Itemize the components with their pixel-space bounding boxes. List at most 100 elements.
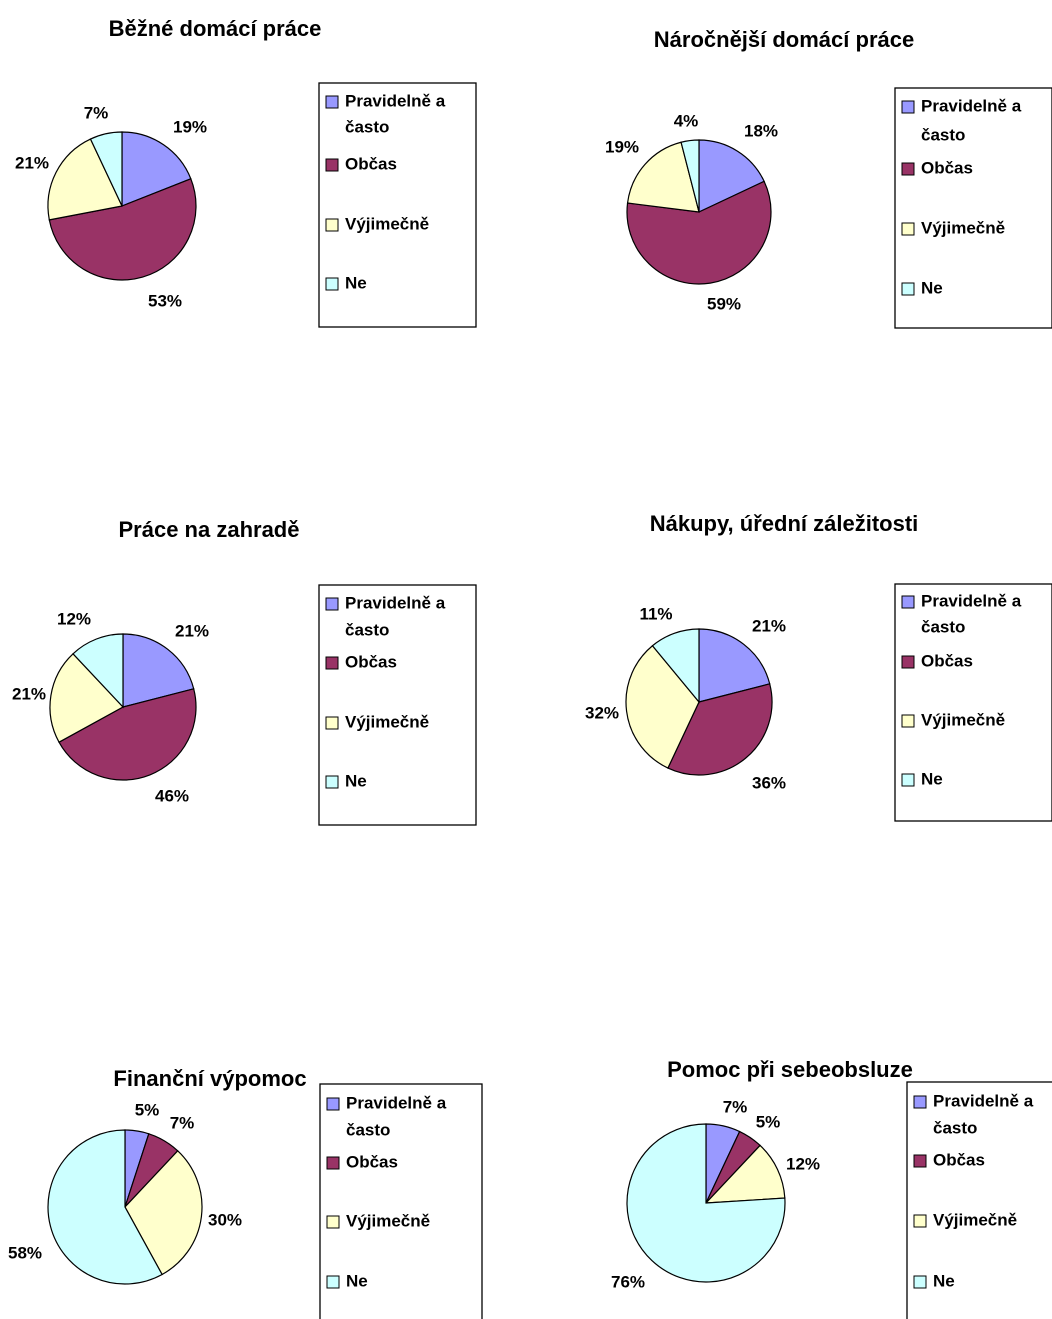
data-label: 21% <box>175 621 209 640</box>
legend-swatch <box>913 1214 927 1228</box>
legend: Pravidelně a často Občas Výjimečně Ne <box>318 584 477 826</box>
legend-label: Občas <box>921 158 973 177</box>
data-label: 7% <box>723 1097 748 1116</box>
legend-label: často <box>345 620 389 639</box>
legend-label: Občas <box>345 154 397 173</box>
legend-swatch <box>901 100 915 114</box>
legend-swatch <box>901 595 915 609</box>
legend-label: často <box>345 117 389 136</box>
pie-slice <box>626 1123 786 1283</box>
legend-label: Ne <box>345 273 367 292</box>
chart-title: Nákupy, úřední záležitosti <box>650 511 919 536</box>
legend-label: Výjimečně <box>933 1210 1017 1229</box>
pie-chart-3: Práce na zahradě 21% 46% 21% 12% Pravidelně a… <box>12 517 477 826</box>
data-label: 30% <box>208 1210 242 1229</box>
legend-swatch <box>901 162 915 176</box>
pie-chart-5: Finanční výpomoc 5% 7% 30% 58% Pravidelně a ča… <box>8 1066 483 1319</box>
pie-chart-1: Běžné domácí práce 19% 53% 21% 7% Pravidelně … <box>15 16 477 328</box>
legend-swatch <box>326 1097 340 1111</box>
data-label: 58% <box>8 1243 42 1262</box>
legend-swatch <box>326 1275 340 1289</box>
data-label: 5% <box>135 1100 160 1119</box>
legend-label: často <box>933 1118 977 1137</box>
pie-slice <box>122 633 195 708</box>
chart-title: Náročnější domácí práce <box>654 27 914 52</box>
legend-label: Ne <box>921 769 943 788</box>
legend-label: Občas <box>933 1150 985 1169</box>
data-label: 19% <box>173 117 207 136</box>
legend-frame <box>894 87 1052 329</box>
data-label: 21% <box>752 616 786 635</box>
pie-slice <box>47 1129 163 1285</box>
pie-chart-2: Náročnější domácí práce 18% 59% 19% 4% Pravid… <box>605 27 1052 329</box>
pie-chart-6: Pomoc při sebeobsluze 7% 5% 12% 76% Pravideln… <box>611 1057 1052 1319</box>
legend-label: Ne <box>345 771 367 790</box>
legend-frame <box>894 583 1052 822</box>
legend: Pravidelně a často Občas Výjimečně Ne <box>318 82 477 328</box>
legend-label: Výjimečně <box>345 712 429 731</box>
legend-swatch <box>325 656 339 670</box>
legend-frame <box>906 1081 1052 1319</box>
pie-slice <box>626 180 772 285</box>
legend: Pravidelně a často Občas Výjimečně Ne <box>894 583 1052 822</box>
legend-swatch <box>325 716 339 730</box>
legend-swatch <box>326 1156 340 1170</box>
legend-label: Občas <box>921 651 973 670</box>
pie-slice <box>124 1150 203 1276</box>
legend-swatch <box>325 95 339 109</box>
data-label: 11% <box>639 604 672 623</box>
legend-label: Občas <box>346 1152 398 1171</box>
data-label: 36% <box>752 773 786 792</box>
legend-swatch <box>913 1275 927 1289</box>
legend-label: často <box>921 125 965 144</box>
pie-slice <box>89 131 123 207</box>
pie-slice <box>47 138 123 221</box>
legend-swatch <box>901 222 915 236</box>
legend-label: Pravidelně a <box>933 1091 1034 1110</box>
legend-swatch <box>901 655 915 669</box>
data-label: 32% <box>585 703 619 722</box>
legend-swatch <box>913 1095 927 1109</box>
legend-label: často <box>921 617 965 636</box>
legend-label: Ne <box>933 1271 955 1290</box>
legend-swatch <box>325 597 339 611</box>
legend-label: Ne <box>346 1271 368 1290</box>
data-label: 4% <box>674 111 699 130</box>
pie-slice <box>48 177 197 281</box>
legend-swatch <box>325 775 339 789</box>
legend: Pravidelně a často Občas Výjimečně Ne <box>319 1083 483 1319</box>
legend: Pravidelně a často Občas Výjimečně Ne <box>894 87 1052 329</box>
pie-slice <box>698 139 765 213</box>
pie-slice <box>667 683 773 776</box>
legend-label: Výjimečně <box>921 710 1005 729</box>
legend-label: Výjimečně <box>345 214 429 233</box>
data-label: 21% <box>12 684 46 703</box>
legend-label: Pravidelně a <box>345 91 446 110</box>
pie-slice <box>49 652 124 743</box>
pie-slice <box>651 628 700 704</box>
data-label: 12% <box>57 609 91 628</box>
legend-frame <box>319 1083 483 1319</box>
data-label: 12% <box>786 1154 820 1173</box>
data-label: 46% <box>155 786 189 805</box>
pie-chart-4: Nákupy, úřední záležitosti 21% 36% 32% 11% Pr… <box>585 511 1052 822</box>
legend-swatch <box>325 218 339 232</box>
pie-slice <box>58 688 197 781</box>
data-label: 21% <box>15 153 49 172</box>
legend-frame <box>318 584 477 826</box>
pie-slice <box>121 131 192 207</box>
chart-title: Pomoc při sebeobsluze <box>667 1057 913 1082</box>
pie-slice <box>625 644 700 769</box>
legend: Pravidelně a často Občas Výjimečně Ne <box>906 1081 1052 1319</box>
pie-slice <box>704 1144 786 1204</box>
legend-label: Pravidelně a <box>921 591 1022 610</box>
pie-slice <box>698 628 771 703</box>
chart-title: Finanční výpomoc <box>113 1066 306 1091</box>
legend-swatch <box>913 1154 927 1168</box>
legend-swatch <box>325 277 339 291</box>
data-label: 19% <box>605 137 639 156</box>
legend-label: Občas <box>345 652 397 671</box>
legend-swatch <box>325 158 339 172</box>
legend-label: Výjimečně <box>921 218 1005 237</box>
